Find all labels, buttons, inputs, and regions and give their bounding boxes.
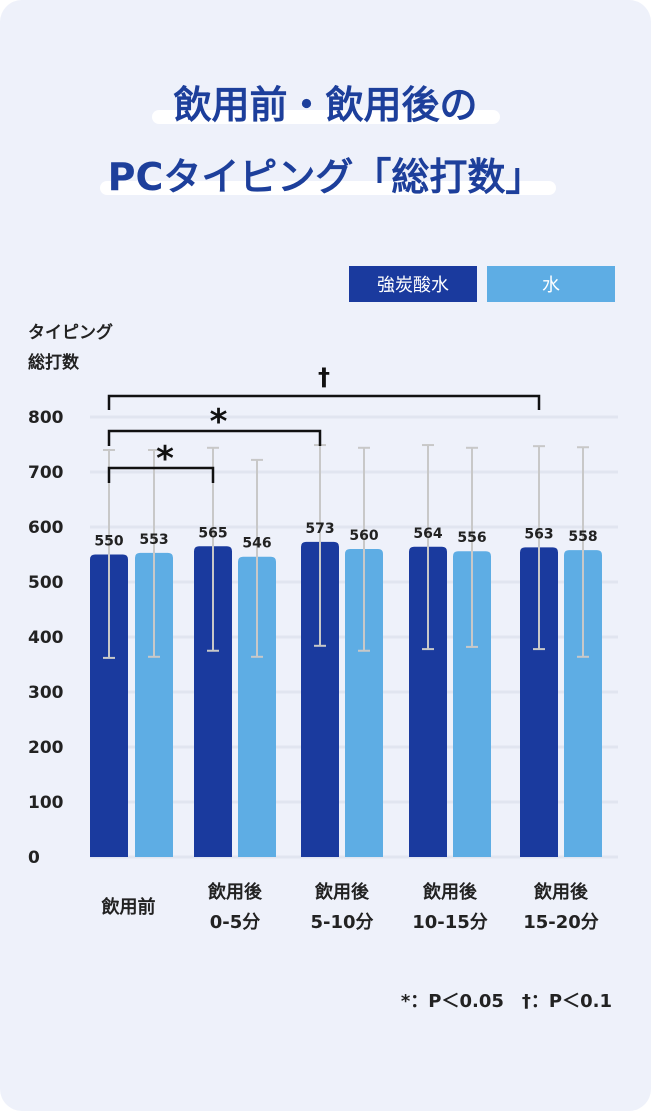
data-label: 550 [94,534,123,550]
chart-title-line1: 飲用前・飲用後の [173,83,478,127]
bar [409,546,447,857]
data-label: 563 [524,526,553,542]
y-tick-label: 0 [28,848,40,868]
data-label: 560 [349,528,378,544]
data-label: 558 [568,529,597,545]
x-tick-label: 飲用後 [207,881,263,903]
legend-carbonated: 強炭酸水 [349,266,477,302]
data-label: 565 [198,525,227,541]
data-label: 556 [457,530,486,546]
y-tick-label: 400 [28,628,64,648]
significance-bracket [107,429,322,446]
bar [564,550,602,857]
chart-title-line2: PCタイピング「総打数」 [107,155,544,199]
y-tick-label: 500 [28,573,64,593]
y-tick-label: 600 [28,518,64,538]
x-tick-label: 0-5分 [210,912,261,933]
bar [345,549,383,857]
y-tick-label: 200 [28,738,64,758]
bar [453,551,491,857]
x-tick-label: 5-10分 [310,912,373,933]
y-axis-label-line2: 総打数 [28,352,80,373]
significance-mark: * [210,402,228,442]
x-tick-label: 飲用後 [314,881,370,903]
bar [90,554,128,857]
bar [301,541,339,857]
data-label: 553 [139,532,168,548]
data-label: 564 [413,526,442,542]
legend-water: 水 [487,266,615,302]
y-axis-label-line1: タイピング [28,322,113,343]
significance-mark: † [318,363,330,391]
bar [238,556,276,857]
x-tick-label: 15-20分 [523,912,599,933]
significance-mark: * [156,439,174,479]
title-highlight [152,110,500,124]
y-tick-label: 700 [28,463,64,483]
x-tick-label: 飲用後 [533,881,589,903]
bar [520,547,558,857]
x-tick-label: 飲用前 [101,896,156,918]
footnote: *：P＜0.05 †：P＜0.1 [401,991,612,1012]
x-tick-label: 飲用後 [422,881,478,903]
bar [135,552,173,857]
title-highlight [100,181,556,195]
y-tick-label: 100 [28,793,64,813]
data-label: 573 [305,521,334,537]
y-tick-label: 300 [28,683,64,703]
x-tick-label: 10-15分 [412,912,488,933]
y-tick-label: 800 [28,408,64,428]
significance-bracket [107,466,215,483]
bar [194,546,232,857]
significance-bracket [107,394,541,410]
data-label: 546 [242,536,271,552]
